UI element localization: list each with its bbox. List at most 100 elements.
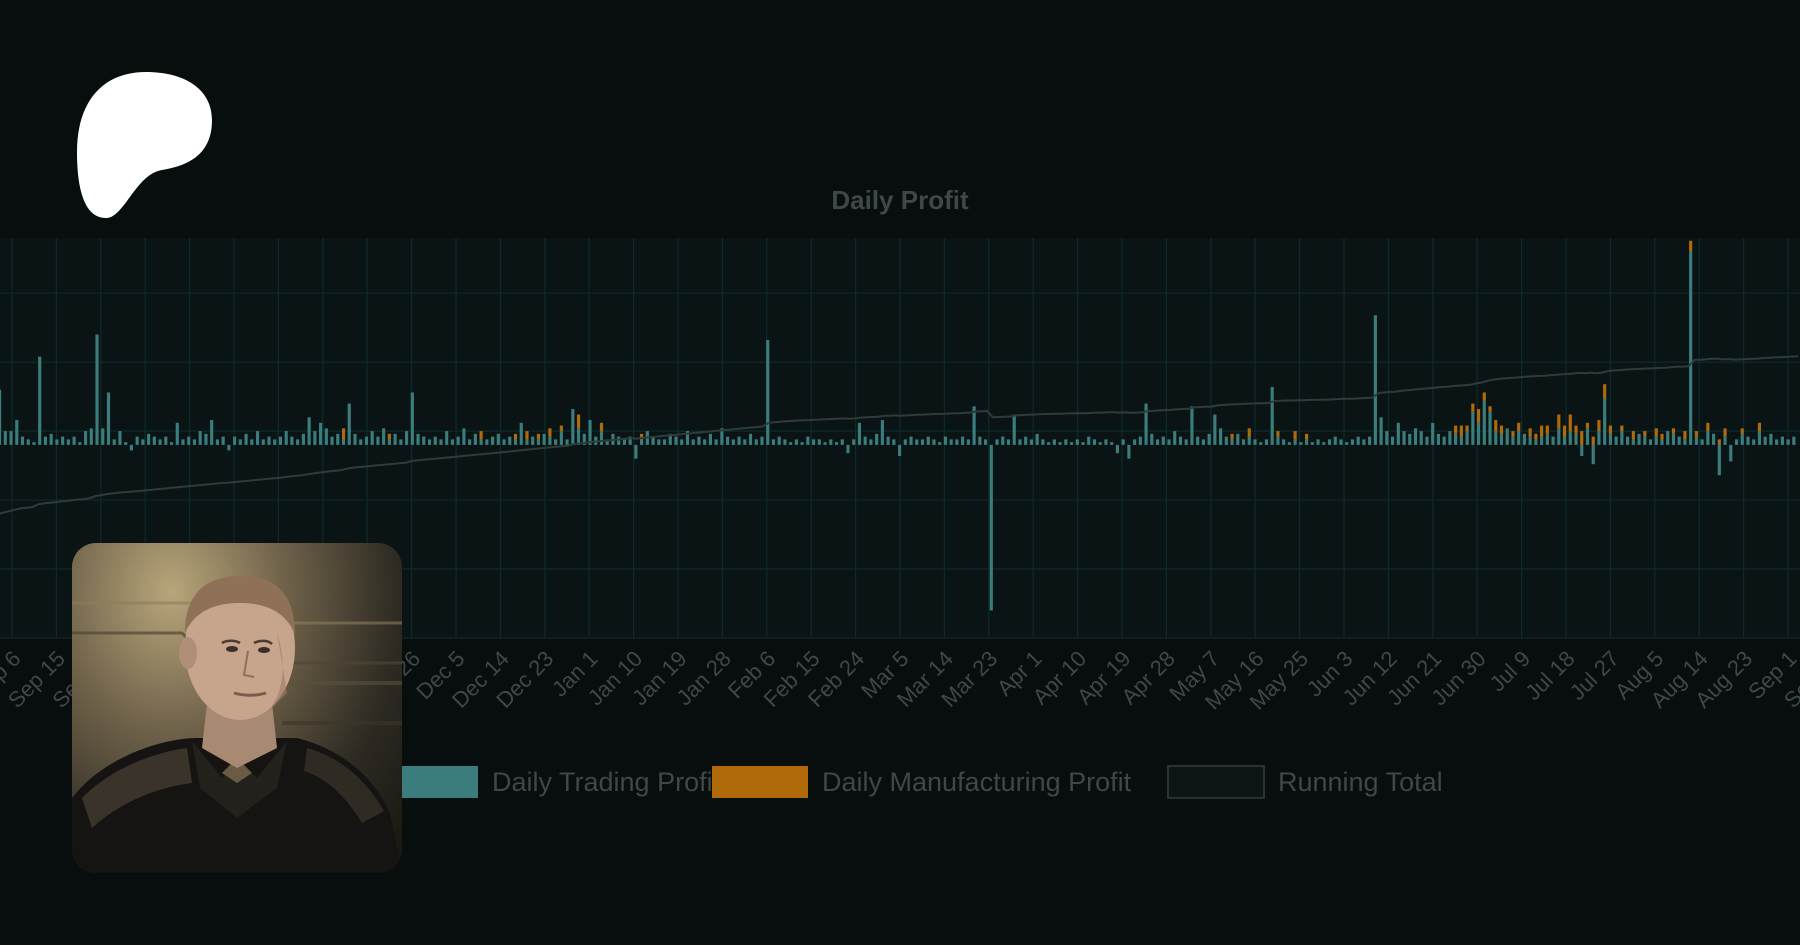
trading-bar xyxy=(462,428,466,445)
patreon-logo-icon[interactable] xyxy=(76,70,212,218)
trading-bar xyxy=(714,439,718,445)
running-total-line xyxy=(0,355,1799,515)
trading-bar xyxy=(1580,444,1584,456)
trading-bar xyxy=(1712,433,1716,445)
trading-bar xyxy=(187,436,191,445)
trading-bar xyxy=(1333,436,1337,445)
trading-bar xyxy=(1184,439,1188,445)
trading-bar xyxy=(1568,431,1572,445)
manufacturing-bar xyxy=(1608,425,1612,434)
trading-bar xyxy=(1052,439,1056,445)
trading-bar xyxy=(972,406,976,445)
trading-bar xyxy=(1316,439,1320,445)
chart-legend: Daily Trading Profit Daily Manufacturing … xyxy=(382,765,1443,799)
trading-bar xyxy=(628,436,632,445)
trading-bar xyxy=(38,356,42,445)
manufacturing-bar xyxy=(1562,425,1567,437)
trading-bar xyxy=(1740,433,1744,445)
trading-bar xyxy=(1310,442,1314,445)
trading-bar xyxy=(1213,414,1217,445)
manufacturing-bar xyxy=(1476,409,1481,423)
trading-bar xyxy=(1591,444,1595,465)
manufacturing-bar xyxy=(576,414,581,429)
trading-bar xyxy=(1454,433,1458,445)
manufacturing-bar xyxy=(536,433,541,440)
trading-bar xyxy=(1717,444,1721,476)
trading-bar xyxy=(1041,439,1045,445)
trading-bar xyxy=(1339,439,1343,445)
trading-bar xyxy=(1413,428,1418,445)
trading-bar xyxy=(576,428,581,445)
trading-bar xyxy=(233,436,237,445)
trading-bar xyxy=(1110,442,1114,445)
trading-bar xyxy=(783,439,787,445)
manufacturing-bar xyxy=(1247,428,1251,437)
trading-bar xyxy=(898,444,902,456)
trading-bar xyxy=(1517,431,1521,445)
trading-bar xyxy=(771,439,776,445)
manufacturing-bar xyxy=(1643,431,1647,437)
trading-bar xyxy=(307,417,311,445)
trading-bar xyxy=(1299,442,1303,445)
trading-bar xyxy=(1528,436,1532,445)
manufacturing-bar xyxy=(1517,422,1521,432)
manufacturing-bar xyxy=(1603,384,1607,398)
trading-bar xyxy=(78,442,82,445)
manufacturing-bar xyxy=(1230,433,1234,440)
trading-bar xyxy=(135,436,139,445)
trading-bar xyxy=(1786,439,1790,445)
manufacturing-bar xyxy=(1683,431,1687,440)
trading-bar xyxy=(1431,422,1435,445)
trading-bar xyxy=(1792,436,1796,445)
trading-bar xyxy=(1522,433,1526,445)
trading-bar xyxy=(158,439,162,445)
manufacturing-bar xyxy=(1580,431,1584,445)
trading-bar xyxy=(1196,436,1200,445)
trading-bar xyxy=(55,439,59,445)
manufacturing-bar xyxy=(1631,431,1635,440)
trading-bar xyxy=(1775,439,1779,445)
trading-bar xyxy=(164,436,168,445)
trading-bar xyxy=(1505,428,1509,445)
trading-bar xyxy=(949,439,953,445)
trading-bar xyxy=(1471,411,1475,445)
trading-bar xyxy=(1047,442,1051,445)
trading-bar xyxy=(147,433,151,445)
manufacturing-bar xyxy=(1454,425,1458,434)
trading-bar xyxy=(1138,436,1142,445)
manufacturing-bar xyxy=(1511,431,1515,437)
manufacturing-bar xyxy=(479,431,483,440)
trading-bar xyxy=(1150,433,1154,445)
trading-bar xyxy=(124,442,128,445)
trading-bar xyxy=(273,439,277,445)
trading-bar xyxy=(1121,439,1125,445)
trading-bar xyxy=(101,428,105,445)
trading-bar xyxy=(674,436,678,445)
trading-bar xyxy=(760,436,764,445)
trading-bar xyxy=(869,439,873,445)
manufacturing-bar xyxy=(1494,420,1498,432)
manufacturing-bar xyxy=(1591,436,1595,445)
trading-bar xyxy=(1247,436,1251,445)
trading-bar xyxy=(640,439,644,445)
trading-bar xyxy=(691,439,695,445)
trading-bar xyxy=(72,436,76,445)
trading-bar xyxy=(439,439,443,445)
trading-bar xyxy=(955,439,959,445)
trading-bar xyxy=(341,439,346,445)
trading-bar xyxy=(422,436,426,445)
trading-bar xyxy=(1396,422,1400,445)
trading-bar xyxy=(748,433,753,445)
trading-bar xyxy=(479,439,483,445)
trading-bar xyxy=(1706,431,1710,445)
trading-bar xyxy=(1385,431,1389,445)
trading-bar xyxy=(1408,433,1412,445)
trading-bar xyxy=(559,431,563,445)
trading-bar xyxy=(1276,436,1280,445)
trading-bar xyxy=(857,422,862,445)
trading-bar xyxy=(1574,433,1578,445)
trading-bar xyxy=(296,439,300,445)
trading-bar xyxy=(1058,442,1062,445)
trading-bar xyxy=(1511,436,1515,445)
